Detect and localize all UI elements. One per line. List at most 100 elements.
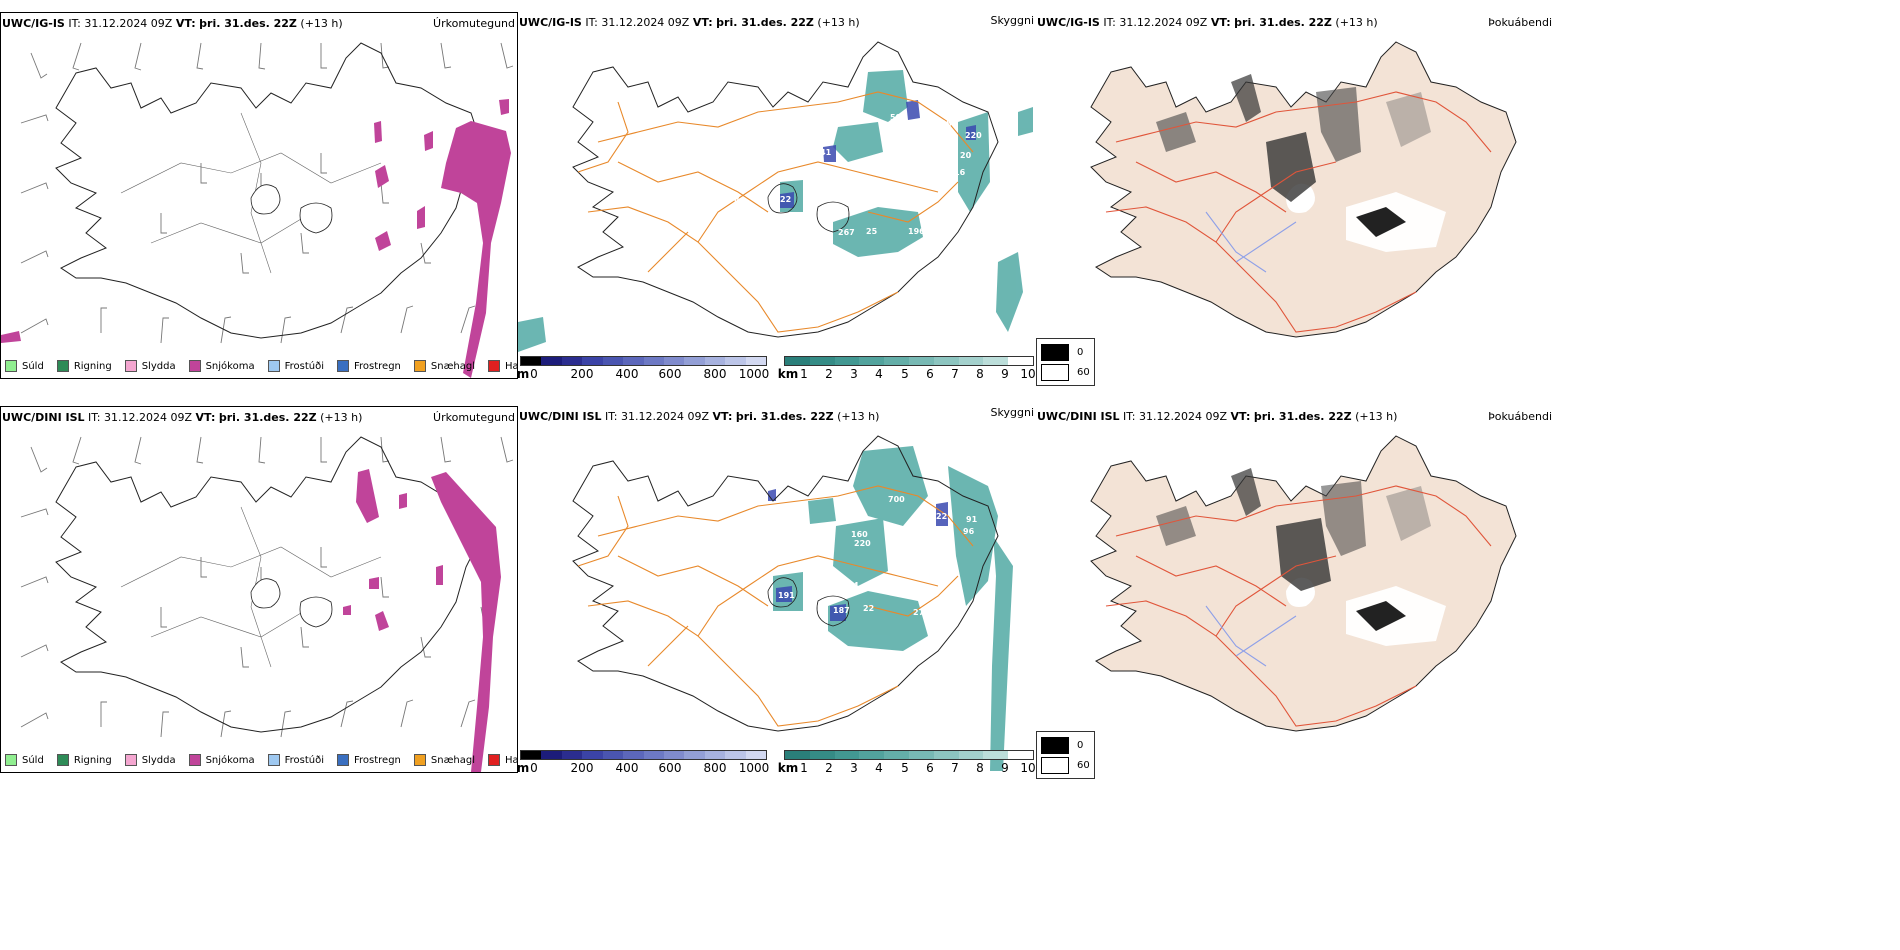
scale-tick: 800 [703,761,727,773]
scale-unit: m [518,367,530,379]
cloud-label: 220 [854,539,871,548]
cloud-label: 91 [966,515,978,524]
scale-tick: 4 [875,761,883,773]
legend-swatch [188,754,201,766]
cloudbase-areas [768,489,948,621]
legend-swatch [488,360,501,372]
scale-tick: 9 [1001,367,1009,379]
cloud-label: 25 [866,227,878,236]
cloud-label: 160 [851,530,868,539]
scale-tick: 0 [530,367,538,379]
cloudbase-colorbar [520,750,767,760]
cloud-label: 191 [778,591,795,600]
cloud-label: 597 [890,113,907,122]
iceland-map-precip-bottom [20,407,514,772]
legend-swatch [413,754,426,766]
cloud-type-title-top: Skyggni [990,14,1034,27]
precip-type-title-top: Úrkomutegund [433,17,515,30]
fog-key-bottom: 0 60 [1036,731,1095,779]
scale-tick: 5 [901,367,909,379]
scale-tick: 6 [926,367,934,379]
iceland-map-cloud-top: 267 25 196 220 20 16 597 147 41 22 108 8 [518,12,1033,352]
legend-swatch [413,360,426,372]
cloudbase-scale-top: m 0 200 400 600 800 1000 [518,356,770,379]
cloud-label: 700 [888,495,905,504]
legend-swatch [124,754,137,766]
fog-key-swatch [1041,756,1069,774]
scale-tick: 10 [1020,761,1036,773]
fog-index-areas [1156,468,1446,646]
cloud-label: 196 [908,227,925,236]
legend-swatch [267,360,280,372]
scale-tick: 1 [800,367,808,379]
scale-unit: km [777,761,799,773]
legend-swatch [56,360,69,372]
cloud-panel-bottom: 700 160 220 354 191 187 22 275 97 22 91 … [518,406,1036,773]
scale-tick: 2 [825,367,833,379]
fog-panel-bottom: UWC/DINI ISL IT: 31.12.2024 09Z VT: þri.… [1036,406,1556,773]
scale-tick: 1000 [738,367,770,379]
cloud-label: 187 [833,606,850,615]
fog-key-swatch [1041,736,1069,754]
fog-key-label: 60 [1077,366,1090,378]
legend-item: Rigning [56,360,112,372]
snow-areas [343,469,501,772]
iceland-map-fog-bottom [1036,406,1556,773]
scale-tick: 1000 [738,761,770,773]
scale-tick: 600 [658,761,682,773]
cloud-label: 20 [960,151,972,160]
scale-tick: 10 [1020,367,1036,379]
fog-panel-top: UWC/IG-IS IT: 31.12.2024 09Z VT: þri. 31… [1036,12,1556,379]
cloud-label: 97 [908,588,919,597]
legend-item: Haglél [488,754,517,766]
cloud-labels-top: 267 25 196 220 20 16 597 147 41 22 108 8 [734,113,982,237]
fog-key-label: 0 [1077,346,1084,358]
cloud-panel-top: 267 25 196 220 20 16 597 147 41 22 108 8… [518,12,1036,379]
visibility-colorbar [784,750,1034,760]
cloudbase-scale-bottom: m 0 200 400 600 800 1000 [518,750,770,773]
cloud-labels-bottom: 700 160 220 354 191 187 22 275 97 22 91 … [778,495,978,617]
cloudbase-colorbar [520,356,767,366]
scale-tick: 400 [615,761,639,773]
cloud-type-title-bottom: Skyggni [990,406,1034,419]
precip-header-top: UWC/IG-IS IT: 31.12.2024 09Z VT: þri. 31… [2,17,343,30]
fog-key-swatch [1041,363,1069,381]
legend-swatch [337,754,349,766]
cloud-label: 147 [888,139,905,148]
fog-key-swatch [1041,343,1069,361]
snow-areas [1,99,511,378]
precip-type-title-bottom: Úrkomutegund [433,411,515,424]
scale-tick: 200 [570,367,594,379]
iceland-map-fog-top [1036,12,1556,379]
legend-swatch [267,754,280,766]
legend-item: Slydda [124,754,176,766]
legend-item: Haglél [488,360,517,372]
legend-item: Súld [5,360,44,372]
cloud-label: 220 [965,131,982,140]
iceland-map-cloud-bottom: 700 160 220 354 191 187 22 275 97 22 91 … [518,406,1013,771]
scale-tick: 7 [951,761,959,773]
cloud-header-bottom: UWC/DINI ISL IT: 31.12.2024 09Z VT: þri.… [519,410,880,423]
scale-tick: 7 [951,367,959,379]
cloud-label: 354 [842,581,859,590]
legend-swatch [188,360,201,372]
cloud-label: 16 [954,168,966,177]
legend-item: Rigning [56,754,112,766]
legend-item: Frostregn [337,360,401,372]
cloud-label: 267 [838,228,855,237]
scale-tick: 0 [530,761,538,773]
scale-tick: 8 [976,367,984,379]
legend-swatch [5,360,17,372]
visibility-scale-top: km 1 2 3 4 5 6 7 8 9 10 [778,356,1036,379]
fog-key-label: 60 [1077,759,1090,771]
legend-item: Snæhagl [413,754,475,766]
cloud-header-top: UWC/IG-IS IT: 31.12.2024 09Z VT: þri. 31… [519,16,860,29]
scale-unit: km [777,367,799,379]
precip-panel-bottom: UWC/DINI ISL IT: 31.12.2024 09Z VT: þri.… [0,406,518,773]
cloud-label: 275 [913,608,930,617]
legend-item: Snæhagl [413,360,475,372]
scale-tick: 9 [1001,761,1009,773]
legend-item: Slydda [124,360,176,372]
cloud-label: 22 [863,604,874,613]
fog-type-title-bottom: Þokuábendi [1488,410,1552,423]
